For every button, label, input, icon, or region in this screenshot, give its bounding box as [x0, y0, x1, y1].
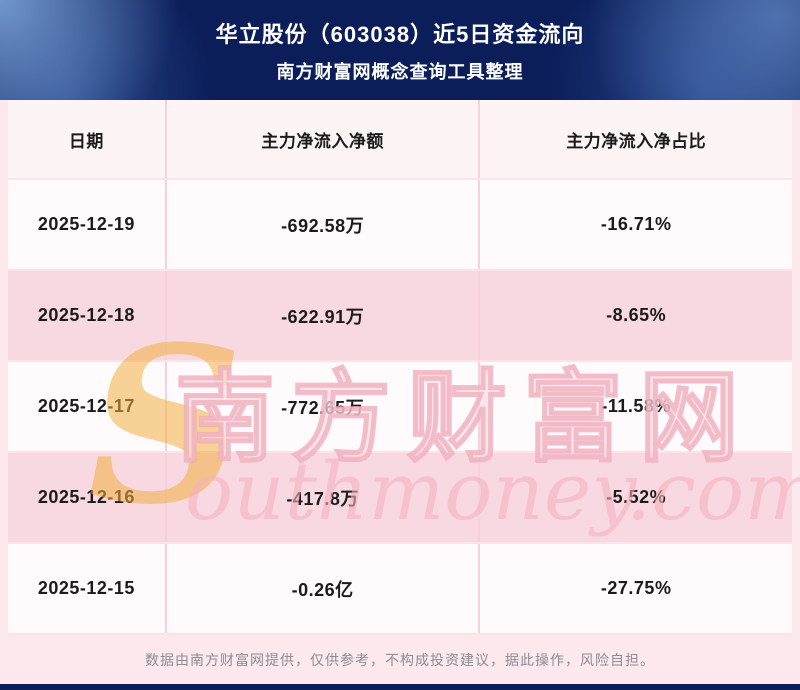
- net-inflow-cell: -622.91万: [164, 271, 479, 360]
- date-cell: 2025-12-17: [37, 396, 135, 416]
- net-inflow-ratio-cell: -27.75%: [478, 544, 792, 633]
- bottom-bar: [0, 684, 800, 690]
- table-row: 2025-12-15 -0.26亿 -27.75%: [8, 544, 792, 635]
- date-cell: 2025-12-18: [37, 305, 135, 325]
- column-header-net-inflow-ratio: 主力净流入净占比: [478, 100, 792, 178]
- net-inflow-ratio-cell: -11.58%: [478, 362, 792, 451]
- net-inflow-ratio-cell: -5.52%: [478, 453, 792, 542]
- table-header-row: 日期 主力净流入净额 主力净流入净占比: [8, 100, 792, 180]
- table-row: 2025-12-16 -417.8万 -5.52%: [8, 453, 792, 544]
- net-inflow-ratio-cell: -8.65%: [478, 271, 792, 360]
- net-inflow-ratio-cell: -16.71%: [478, 180, 792, 269]
- table-row: 2025-12-19 -692.58万 -16.71%: [8, 180, 792, 271]
- fund-flow-table: 日期 主力净流入净额 主力净流入净占比 2025-12-19 -692.58万 …: [8, 100, 792, 635]
- net-inflow-cell: -417.8万: [164, 453, 479, 542]
- page-subtitle: 南方财富网概念查询工具整理: [276, 61, 524, 82]
- date-cell: 2025-12-15: [37, 578, 135, 598]
- table-body: 2025-12-19 -692.58万 -16.71% 2025-12-18 -…: [8, 180, 792, 635]
- footer-disclaimer: 数据由南方财富网提供，仅供参考，不构成投资建议，据此操作，风险自担。: [0, 635, 800, 684]
- table-row: 2025-12-18 -622.91万 -8.65%: [8, 271, 792, 362]
- column-header-date: 日期: [68, 131, 104, 151]
- date-cell: 2025-12-16: [37, 487, 135, 507]
- date-cell: 2025-12-19: [37, 214, 135, 234]
- net-inflow-cell: -0.26亿: [164, 544, 479, 633]
- net-inflow-cell: -772.65万: [164, 362, 479, 451]
- header-banner: 华立股份（603038）近5日资金流向 南方财富网概念查询工具整理: [0, 0, 800, 100]
- table-row: 2025-12-17 -772.65万 -11.58%: [8, 362, 792, 453]
- column-header-net-inflow: 主力净流入净额: [164, 100, 479, 178]
- net-inflow-cell: -692.58万: [164, 180, 479, 269]
- page-title: 华立股份（603038）近5日资金流向: [215, 21, 585, 47]
